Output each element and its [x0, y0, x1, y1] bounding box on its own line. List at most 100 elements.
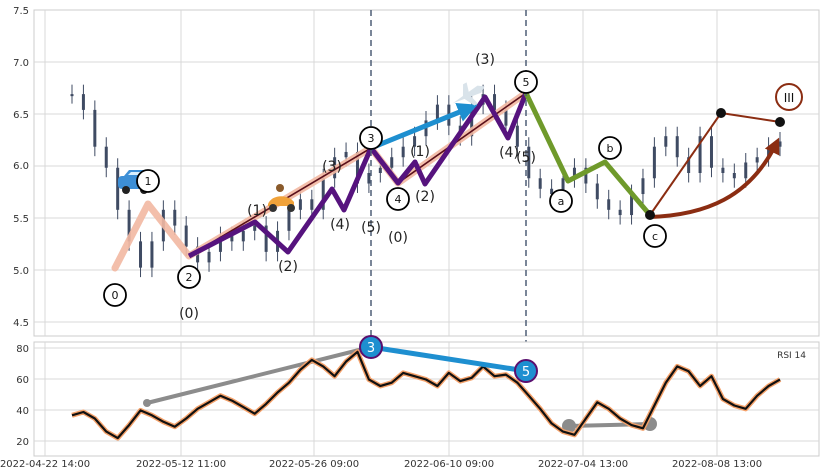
candle-body: [641, 178, 645, 195]
label-circle: [177, 265, 201, 289]
wave-label-0: 0: [112, 289, 119, 302]
wave-label-c: c: [652, 230, 658, 243]
candle-body: [493, 94, 497, 110]
candle-body: [732, 173, 736, 179]
projection-line: [649, 112, 722, 216]
minor-label-0: (0): [179, 306, 199, 322]
projection-point: [716, 108, 726, 118]
price-y-tick: 7.0: [13, 58, 29, 69]
projection-point: [645, 210, 655, 220]
candle-body: [344, 151, 348, 158]
price-y-tick: 4.5: [13, 318, 29, 329]
rsi-panel: 20 40 60 80 3 5 RSI 14: [16, 335, 820, 457]
wave-label-b: b: [607, 142, 614, 155]
candle-body: [561, 178, 565, 195]
rsi-label-5: 5: [522, 365, 530, 380]
candle-body: [630, 194, 634, 216]
candle-body: [515, 125, 519, 147]
candle-body: [435, 104, 439, 121]
candle-body: [70, 94, 74, 97]
wave-label-2: 2: [186, 271, 193, 284]
label-circle: [136, 169, 160, 193]
rsi-grid: [34, 342, 819, 456]
minor-label-4: (4): [330, 217, 350, 233]
candle-body: [687, 157, 691, 173]
candle-body: [652, 146, 656, 179]
minor-label-2: (2): [415, 189, 435, 205]
wave-label-1: 1: [145, 175, 152, 188]
degree-marker-circle: [775, 83, 803, 111]
candle-body: [755, 157, 759, 163]
candle-body: [778, 141, 782, 147]
minor-label-0: (0): [388, 230, 408, 246]
candle-body: [218, 236, 222, 252]
minor-wave-line: [187, 92, 529, 259]
minor-label-1: (1): [410, 144, 430, 160]
rsi-label-5-circle: [514, 359, 538, 383]
candle-body: [378, 167, 382, 173]
candle-body: [241, 230, 245, 242]
x-tick-label: 2022-05-12 11:00: [136, 459, 226, 470]
candle-body: [572, 167, 576, 179]
abc-wave-line: [523, 91, 652, 217]
candle-body: [390, 157, 394, 168]
wave-3-to-5-link: [370, 103, 478, 151]
price-y-tick: 6.5: [13, 110, 29, 121]
rsi-y-tick: 20: [16, 437, 29, 448]
minor-label-5: (5): [516, 150, 536, 166]
x-tick-label: 2022-07-04 13:00: [538, 459, 628, 470]
candle-body: [139, 241, 143, 268]
price-y-tick: 5.0: [13, 266, 29, 277]
candle-body: [618, 209, 622, 216]
candle-body: [207, 251, 211, 263]
candle-body: [264, 225, 268, 252]
candle-body: [607, 199, 611, 210]
candle-body: [127, 209, 131, 242]
wave-label-3: 3: [368, 132, 375, 145]
rsi-label-3: 3: [367, 341, 375, 356]
candle-body: [150, 241, 154, 268]
rsi-divergence-point: [143, 399, 151, 407]
projection-line: [720, 112, 781, 123]
minor-label-3: (3): [475, 52, 495, 68]
candle-body: [253, 225, 257, 231]
minor-label-4: (4): [499, 145, 519, 161]
candle-body: [116, 167, 120, 210]
wave-label-4: 4: [395, 193, 402, 206]
rsi-divergence-point: [562, 419, 576, 433]
candle-body: [321, 178, 325, 210]
label-circle: [643, 224, 667, 248]
candle-body: [744, 162, 748, 179]
minor-label-2: (2): [278, 259, 298, 275]
candle-body: [298, 199, 302, 210]
candle-body: [538, 178, 542, 189]
airplane-icon: [452, 82, 485, 106]
label-circle: [359, 126, 383, 150]
minor-label-5: (5): [361, 220, 381, 236]
candle-body: [287, 209, 291, 231]
rsi-y-tick: 40: [16, 406, 29, 417]
rsi-y-tick: 80: [16, 344, 29, 355]
price-y-tick: 5.5: [13, 214, 29, 225]
candle-body: [310, 199, 314, 210]
price-y-tick: 6.0: [13, 161, 29, 172]
candle-body: [527, 146, 531, 179]
candle-body: [721, 167, 725, 173]
label-circle: [598, 136, 622, 160]
rsi-y-axis: 20 40 60 80: [16, 344, 29, 448]
x-tick-label: 2022-06-10 09:00: [404, 459, 494, 470]
price-y-axis: 4.5 5.0 5.5 6.0 6.5 7.0 7.5: [13, 6, 29, 329]
wave-labels: 0 1 2 3 4 5 a b c III (0) (1) (2) (3) (4…: [103, 52, 803, 322]
rsi-legend: RSI 14: [777, 351, 806, 361]
projection-curve-arrow: [649, 137, 780, 219]
candle-body: [675, 136, 679, 158]
scooter-icon: [268, 184, 295, 212]
candle-body: [173, 209, 177, 226]
candle-body: [664, 136, 668, 147]
label-circle: [549, 189, 573, 213]
candle-body: [401, 146, 405, 158]
wave-label-5: 5: [523, 76, 530, 89]
candle-body: [367, 173, 371, 184]
candle-body: [104, 146, 108, 168]
